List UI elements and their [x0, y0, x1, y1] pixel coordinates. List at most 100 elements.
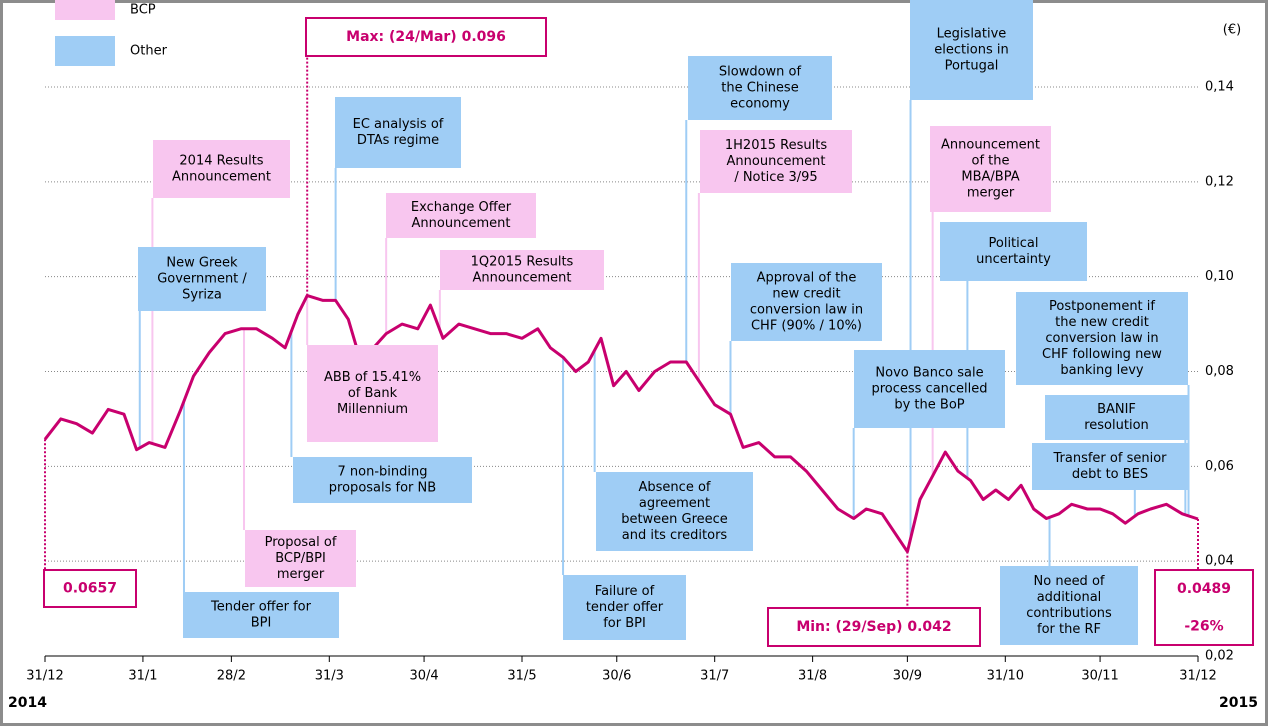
x-tick-label: 31/5 [507, 669, 536, 684]
annotation-text: elections in [934, 43, 1008, 58]
year-label: 2014 [8, 695, 47, 711]
annotation-box [153, 140, 290, 198]
annotation-text: proposals for NB [329, 481, 436, 496]
annotation-box [1016, 292, 1188, 385]
annotation-box [563, 575, 686, 640]
annotation-text: between Greece [621, 512, 728, 527]
annotation-text: of the [972, 154, 1010, 169]
annotation-text: new credit [772, 287, 840, 302]
annotation-text: Postponement if [1049, 299, 1155, 314]
y-tick-label: 0,14 [1205, 80, 1234, 95]
unit-label: (€) [1223, 23, 1241, 38]
annotation-box [183, 592, 339, 638]
annotation-text: Transfer of senior [1053, 451, 1168, 466]
annotation-text: additional [1037, 590, 1102, 605]
annotation-text: for BPI [603, 616, 646, 631]
annotation-text: debt to BES [1072, 467, 1148, 482]
annotation-text: 7 non-binding [338, 465, 428, 480]
year-label: 2015 [1219, 695, 1258, 711]
callout-text: Min: (29/Sep) 0.042 [796, 619, 951, 635]
annotation-text: Failure of [595, 584, 655, 599]
price-line [43, 294, 1199, 554]
callout-text: 0.0489 [1177, 581, 1231, 597]
annotation-text: BANIF [1097, 402, 1136, 417]
annotation-box [1032, 443, 1188, 490]
annotation-text: by the BoP [894, 398, 964, 413]
callout-text: Max: (24/Mar) 0.096 [346, 29, 506, 45]
x-tick-label: 30/11 [1081, 669, 1118, 684]
annotation-box [854, 350, 1005, 428]
annotation-box [731, 263, 882, 341]
x-tick-label: 31/12 [1179, 669, 1216, 684]
annotation-text: conversion law in [750, 303, 863, 318]
annotation-text: Portugal [945, 59, 999, 74]
annotation-box [700, 130, 852, 193]
annotation-text: merger [967, 186, 1015, 201]
callout-box [305, 17, 547, 57]
annotation-text: Announcement [172, 170, 271, 185]
annotation-box [1045, 395, 1188, 440]
annotation-text: CHF following new [1042, 347, 1162, 362]
annotation-text: of Bank [348, 386, 398, 401]
x-tick-label: 31/3 [315, 669, 344, 684]
annotation-text: economy [730, 97, 790, 112]
annotation-box [910, 0, 1033, 100]
annotation-text: Slowdown of [719, 65, 802, 80]
annotation-text: Millennium [337, 402, 408, 417]
callout-box [43, 569, 137, 608]
callout-box [1154, 569, 1254, 646]
annotation-box [440, 250, 604, 290]
legend-label: Other [130, 44, 168, 59]
annotation-text: Syriza [182, 288, 222, 303]
annotation-text: Absence of [639, 480, 711, 495]
annotation-text: BPI [251, 616, 272, 631]
annotation-text: EC analysis of [353, 117, 444, 132]
annotation-box [138, 247, 266, 311]
annotation-text: Legislative [937, 27, 1007, 42]
annotation-text: Proposal of [265, 535, 337, 550]
annotation-text: 1Q2015 Results [471, 255, 574, 270]
annotation-text: 1H2015 Results [725, 138, 827, 153]
annotation-text: DTAs regime [357, 133, 439, 148]
y-tick-label: 0,10 [1205, 269, 1234, 284]
x-tick-label: 31/8 [798, 669, 827, 684]
annotation-text: Announcement [412, 216, 511, 231]
annotation-text: 2014 Results [179, 154, 263, 169]
annotation-text: Announcement [941, 138, 1040, 153]
annotation-text: tender offer [586, 600, 664, 615]
annotation-text: / Notice 3/95 [734, 170, 817, 185]
annotation-box [335, 97, 461, 168]
x-tick-label: 30/4 [409, 669, 438, 684]
annotation-box [1000, 566, 1138, 645]
annotation-box [245, 530, 356, 587]
annotation-box [293, 457, 472, 503]
legend-label: BCP [130, 3, 156, 18]
annotation-text: Political [989, 236, 1039, 251]
annotation-text: MBA/BPA [961, 170, 1019, 185]
annotation-text: Exchange Offer [411, 200, 512, 215]
annotation-text: uncertainty [976, 252, 1051, 267]
annotation-text: resolution [1084, 418, 1149, 433]
annotation-text: the new credit [1055, 315, 1149, 330]
callout-text: -26% [1184, 618, 1223, 634]
annotation-box [596, 472, 753, 551]
annotation-box [307, 345, 438, 442]
y-tick-label: 0,08 [1205, 364, 1234, 379]
callout-box [767, 607, 981, 647]
x-tick-label: 31/12 [26, 669, 63, 684]
annotation-text: process cancelled [871, 382, 987, 397]
annotation-text: Tender offer for [210, 600, 312, 615]
x-tick-label: 28/2 [217, 669, 246, 684]
annotation-text: banking levy [1060, 363, 1144, 378]
x-tick-label: 30/6 [602, 669, 631, 684]
annotation-box [940, 222, 1087, 281]
x-tick-label: 31/10 [987, 669, 1024, 684]
annotation-text: Government / [157, 272, 247, 287]
annotation-text: Announcement [473, 271, 572, 286]
annotation-text: ABB of 15.41% [324, 370, 421, 385]
annotation-box [688, 56, 832, 120]
callout-text: 0.0657 [63, 581, 117, 597]
annotation-box [930, 126, 1051, 212]
annotation-text: agreement [639, 496, 710, 511]
